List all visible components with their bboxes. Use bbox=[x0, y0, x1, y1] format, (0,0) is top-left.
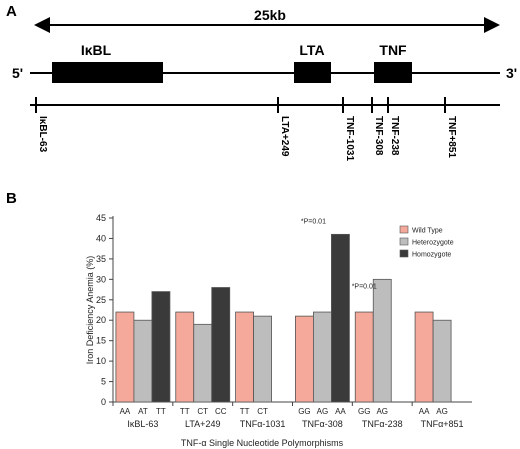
group-label: TNFα-1031 bbox=[240, 419, 286, 429]
bar-tnf-1031-ct bbox=[253, 315, 272, 403]
genotype-label: AG bbox=[317, 407, 329, 416]
bar-tnf-1031-tt bbox=[235, 311, 254, 403]
gene-label-tnf: TNF bbox=[379, 42, 407, 58]
snp-labels: IκBL-63 LTA+249 TNF-1031 TNF-308 TNF-238… bbox=[37, 116, 457, 161]
snp-label-tnf-851: TNF+851 bbox=[446, 116, 457, 158]
snp-markers bbox=[35, 97, 446, 113]
gene-label-lta: LTA bbox=[299, 42, 324, 58]
span-label: 25kb bbox=[254, 7, 286, 23]
x-axis-label: TNF-α Single Nucleotide Polymorphisms bbox=[181, 438, 344, 448]
bar-tnf-238-ag bbox=[372, 278, 392, 403]
bar-tnf-238-gg bbox=[354, 311, 374, 403]
bar-lta-249-cc bbox=[211, 287, 231, 403]
y-tick-label: 35 bbox=[96, 254, 106, 264]
genotype-label: AG bbox=[436, 407, 448, 416]
bar-lta-249-ct bbox=[193, 323, 213, 403]
genotype-label: GG bbox=[298, 407, 310, 416]
group-label: LTA+249 bbox=[185, 419, 220, 429]
genotype-label: AA bbox=[120, 407, 131, 416]
three-prime-label: 3' bbox=[506, 65, 517, 81]
gene-box-ikbl bbox=[52, 62, 163, 83]
genotype-label: TT bbox=[180, 407, 190, 416]
bar-tnf-851-ag bbox=[432, 319, 452, 403]
group-label: TNFα-308 bbox=[302, 419, 343, 429]
y-tick-label: 5 bbox=[101, 377, 106, 387]
bar-chart: 0 5 10 15 20 25 30 35 40 45 Iron Deficiency Anemia… bbox=[85, 213, 472, 448]
genotype-label: CT bbox=[197, 407, 208, 416]
y-tick-label: 30 bbox=[96, 274, 106, 284]
bar-lta-249-tt bbox=[175, 311, 195, 403]
y-tick-label: 10 bbox=[96, 356, 106, 366]
y-axis-label: Iron Deficiency Anemia (%) bbox=[85, 256, 95, 365]
snp-label-ikbl-63: IκBL-63 bbox=[37, 116, 48, 153]
y-tick-label: 15 bbox=[96, 336, 106, 346]
legend-swatch-homozygote bbox=[399, 249, 409, 258]
bar-i-bl-63-aa bbox=[115, 311, 135, 403]
snp-label-lta-249: LTA+249 bbox=[279, 116, 290, 157]
significance-annotation: *P=0.01 bbox=[301, 218, 326, 225]
legend-swatch-heterozygote bbox=[399, 237, 409, 246]
group-label: TNFα-238 bbox=[362, 419, 403, 429]
genotype-label: TT bbox=[156, 407, 166, 416]
panel-a-label: A bbox=[6, 3, 17, 20]
y-tick-label: 40 bbox=[96, 233, 106, 243]
significance-annotation: *P=0.01 bbox=[352, 283, 377, 290]
genotype-label: AT bbox=[138, 407, 148, 416]
legend-label-heterozygote: Heterozygote bbox=[412, 240, 454, 247]
gene-box-lta bbox=[294, 62, 331, 83]
bar-tnf-851-aa bbox=[414, 311, 434, 403]
genotype-label: CT bbox=[257, 407, 268, 416]
snp-label-tnf-238: TNF-238 bbox=[389, 116, 400, 156]
y-tick-label: 0 bbox=[101, 397, 106, 407]
gene-label-ikbl: IκBL bbox=[81, 42, 112, 58]
genotype-label: AA bbox=[335, 407, 346, 416]
group-label: TNFα+851 bbox=[421, 419, 464, 429]
bar-i-bl-63-tt bbox=[151, 291, 171, 403]
legend-swatch-wild-type bbox=[399, 225, 409, 234]
y-tick-label: 45 bbox=[96, 213, 106, 223]
snp-label-tnf-308: TNF-308 bbox=[373, 116, 384, 156]
genotype-label: TT bbox=[240, 407, 250, 416]
genotype-label: AA bbox=[419, 407, 430, 416]
five-prime-label: 5' bbox=[12, 65, 23, 81]
bar-i-bl-63-at bbox=[133, 319, 153, 403]
bar-tnf-308-ag bbox=[313, 311, 332, 403]
genotype-label: AG bbox=[376, 407, 388, 416]
genotype-label: CC bbox=[215, 407, 227, 416]
bar-tnf-308-aa bbox=[331, 233, 350, 403]
gene-box-tnf bbox=[374, 62, 412, 83]
y-tick-label: 20 bbox=[96, 315, 106, 325]
snp-label-tnf-1031: TNF-1031 bbox=[344, 116, 355, 161]
genotype-label: GG bbox=[358, 407, 370, 416]
bar-tnf-308-gg bbox=[295, 315, 314, 403]
group-label: IκBL-63 bbox=[127, 419, 158, 429]
legend-label-homozygote: Homozygote bbox=[412, 252, 451, 259]
panel-b-label: B bbox=[6, 190, 17, 207]
legend-label-wild-type: Wild Type bbox=[412, 228, 443, 235]
y-tick-label: 25 bbox=[96, 295, 106, 305]
